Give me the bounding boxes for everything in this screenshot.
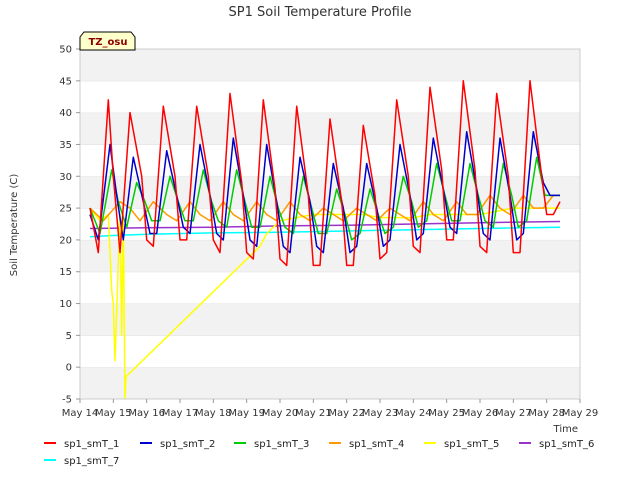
tz-annotation-box xyxy=(79,31,136,51)
y-tick-label: 45 xyxy=(59,76,72,87)
tz-annotation-label: TZ_osu xyxy=(88,37,127,48)
y-tick-label: 35 xyxy=(59,140,72,151)
y-ticks: -5 0 5 10 15 20 25 30 35 40 45 50 xyxy=(59,45,80,406)
x-tick-label: May 19 xyxy=(228,408,265,419)
x-tick-label: May 14 xyxy=(62,408,99,419)
x-tick-label: May 18 xyxy=(195,408,232,419)
grid-band xyxy=(80,367,580,399)
grid-band xyxy=(80,335,580,368)
x-tick-label: May 16 xyxy=(128,408,165,419)
grid-band xyxy=(80,80,580,113)
y-tick-label: 40 xyxy=(59,108,72,119)
x-tick-label: May 17 xyxy=(162,408,199,419)
x-tick-label: May 26 xyxy=(462,408,499,419)
legend-label: sp1_smT_4 xyxy=(349,439,404,450)
x-tick-label: May 21 xyxy=(295,408,332,419)
legend-label: sp1_smT_2 xyxy=(160,439,215,450)
grid-bands xyxy=(80,48,580,399)
x-tick-label: May 29 xyxy=(562,408,599,419)
y-tick-label: 30 xyxy=(59,172,72,183)
legend-label: sp1_smT_6 xyxy=(539,439,594,450)
series-line-sp1-smT-3 xyxy=(89,156,560,241)
legend-label: sp1_smT_3 xyxy=(254,439,309,450)
series-line-sp1-smT-2 xyxy=(89,130,560,254)
legend-label: sp1_smT_7 xyxy=(64,456,119,467)
legend-label: sp1_smT_1 xyxy=(64,439,119,450)
y-tick-label: 50 xyxy=(59,45,72,56)
series-line-sp1-smT-1 xyxy=(89,80,561,267)
y-tick-label: 25 xyxy=(59,204,72,215)
y-tick-label: 0 xyxy=(66,363,72,374)
grid-band xyxy=(80,239,580,272)
y-tick-label: 15 xyxy=(59,267,72,278)
x-tick-label: May 27 xyxy=(495,408,532,419)
x-tick-label: May 20 xyxy=(262,408,299,419)
legend-label: sp1_smT_5 xyxy=(444,439,499,450)
tz-annotation: TZ_osu xyxy=(79,31,136,51)
legend: sp1_smT_1 sp1_smT_2 sp1_smT_3 sp1_smT_4 sp1_… xyxy=(44,439,594,467)
y-tick-label: 20 xyxy=(59,235,72,246)
y-tick-label: 5 xyxy=(66,331,72,342)
x-tick-label: May 23 xyxy=(362,408,399,419)
x-tick-label: May 28 xyxy=(528,408,565,419)
x-axis-label: Time xyxy=(553,424,578,435)
y-tick-label: -5 xyxy=(62,395,72,406)
x-tick-label: May 22 xyxy=(328,408,365,419)
series-layer xyxy=(89,80,561,400)
y-tick-label: 10 xyxy=(59,299,72,310)
grid-band xyxy=(80,49,580,81)
y-axis-label: Soil Temperature (C) xyxy=(9,174,20,277)
x-tick-label: May 25 xyxy=(428,408,465,419)
grid-band xyxy=(80,303,580,336)
x-tick-label: May 24 xyxy=(395,408,432,419)
x-tick-label: May 15 xyxy=(95,408,132,419)
chart-title: SP1 Soil Temperature Profile xyxy=(229,5,412,20)
plot-frame xyxy=(79,48,581,400)
grid-band xyxy=(80,271,580,304)
